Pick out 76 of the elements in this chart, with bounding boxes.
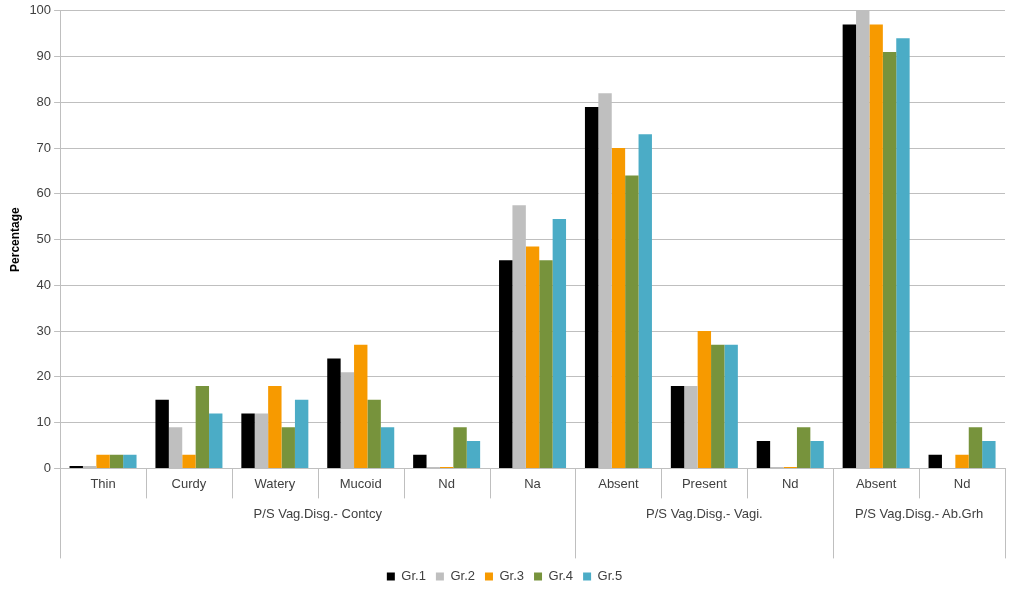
x-tick-label: Na <box>524 475 542 491</box>
y-tick-label: 70 <box>36 139 52 155</box>
legend-label: Gr.2 <box>450 568 475 584</box>
y-tick-label: 50 <box>36 231 52 247</box>
y-tick-label: 100 <box>29 2 52 18</box>
legend-label: Gr.5 <box>597 568 623 584</box>
y-tick-label: 10 <box>36 414 52 430</box>
bar <box>209 413 223 468</box>
y-tick-label: 30 <box>36 322 52 338</box>
bar <box>955 454 969 468</box>
bar <box>268 386 282 468</box>
bar <box>869 24 883 468</box>
x-tick-label: Nd <box>781 475 799 491</box>
bar <box>842 24 857 468</box>
bar <box>340 372 355 468</box>
y-tick-label: 20 <box>36 368 52 384</box>
bar <box>584 106 599 468</box>
x-tick-label: Thin <box>90 475 116 491</box>
bar <box>625 175 639 468</box>
bar <box>552 219 567 468</box>
bar <box>168 427 183 468</box>
x-tick-label: Absent <box>598 475 640 491</box>
bar <box>241 413 255 468</box>
y-tick-label: 90 <box>36 48 52 64</box>
bar <box>711 344 725 468</box>
bar <box>756 440 771 468</box>
x-tick-label: Watery <box>254 475 296 491</box>
bar <box>354 344 368 468</box>
y-tick-label: 40 <box>36 276 52 292</box>
x-tick-label: Present <box>681 475 728 491</box>
bar <box>109 454 124 468</box>
bar <box>928 454 942 468</box>
bar <box>254 413 269 468</box>
text: P/S Vag.Disg.- Contcy <box>253 506 383 522</box>
x-tick-label: Nd <box>953 475 971 491</box>
x-tick-label: Curdy <box>171 475 207 491</box>
bar <box>466 440 481 468</box>
bar <box>281 427 295 468</box>
text: P/S Vag.Disg.- Vagi. <box>646 506 763 522</box>
bar <box>882 51 897 468</box>
bar <box>195 386 210 468</box>
bar <box>294 399 309 468</box>
x-tick-label: Nd <box>438 475 455 491</box>
bar <box>968 427 983 468</box>
bar <box>155 399 169 468</box>
y-axis-title: Percentage <box>7 206 22 272</box>
bar <box>638 134 652 468</box>
bar <box>453 427 467 468</box>
bar <box>539 260 553 468</box>
x-tick-label: Mucoid <box>339 475 382 491</box>
y-tick-label: 60 <box>36 185 52 201</box>
bar <box>982 440 996 468</box>
bar <box>810 440 824 468</box>
y-tick-label: 0 <box>43 459 52 475</box>
bar <box>499 260 513 468</box>
bar <box>182 454 196 468</box>
bar <box>96 454 110 468</box>
bar <box>684 386 698 468</box>
bar <box>413 454 427 468</box>
legend-label: Gr.3 <box>499 568 525 584</box>
bar <box>123 454 137 468</box>
bar <box>724 344 738 468</box>
bar <box>796 427 811 468</box>
legend-label: Gr.1 <box>401 568 426 584</box>
bar <box>670 386 685 468</box>
bar <box>367 399 381 468</box>
bar <box>611 148 626 468</box>
bar <box>380 427 395 468</box>
text: P/S Vag.Disg.- Ab.Grh <box>854 506 984 522</box>
x-tick-label: Absent <box>855 475 897 491</box>
y-tick-label: 80 <box>36 93 52 109</box>
bar <box>697 331 712 468</box>
bar <box>525 246 540 468</box>
legend-label: Gr.4 <box>548 568 574 584</box>
bar <box>896 38 910 468</box>
bar <box>327 358 341 468</box>
